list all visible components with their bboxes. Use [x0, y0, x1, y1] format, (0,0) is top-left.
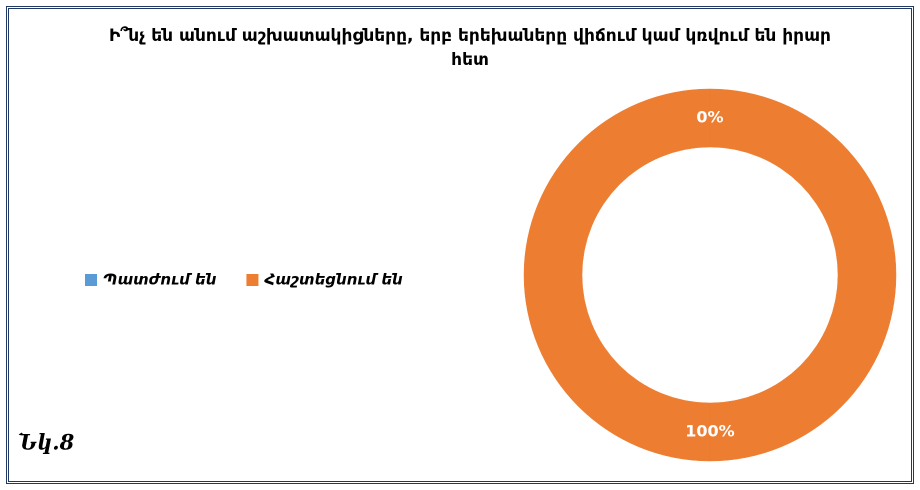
data-label: 100%: [685, 422, 734, 441]
legend-label: Հաշտեցնում են: [263, 271, 403, 289]
frame: [6, 6, 914, 484]
data-label: 0%: [696, 108, 723, 127]
legend-label: Պատժում են: [103, 271, 217, 289]
donut-slice: [523, 88, 897, 462]
caption: Նկ.8: [18, 430, 75, 455]
chart-title: Ի՞նչ են անում աշխատակիցները, երբ երեխանե…: [109, 26, 831, 70]
legend-swatch: [246, 274, 259, 286]
legend-swatch: [85, 274, 97, 286]
